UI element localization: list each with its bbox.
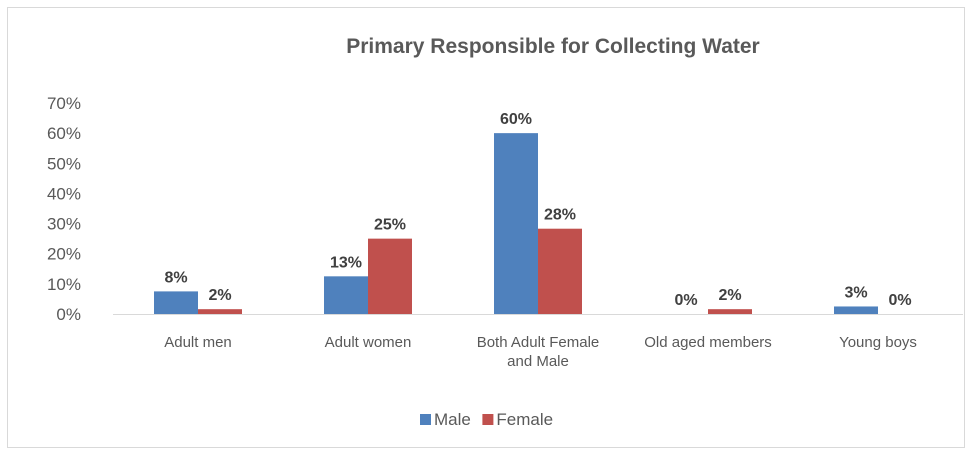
bar-male [324,276,368,314]
y-tick-label: 70% [47,94,81,113]
y-tick-label: 60% [47,124,81,143]
data-label: 60% [500,111,532,128]
x-tick-label: Old aged members [644,334,772,351]
x-tick-label: and Male [507,353,569,370]
data-label: 0% [888,292,911,309]
y-tick-label: 20% [47,245,81,264]
legend-swatch-male [420,414,431,425]
data-label: 13% [330,254,362,271]
x-axis: Adult men Adult women Both Adult Female and… [113,315,963,371]
bar-chart: Primary Responsible for Collecting Water… [8,8,966,449]
data-label: 8% [164,269,187,286]
legend-label-female: Female [496,410,553,429]
x-tick-label: Adult men [164,334,232,351]
chart-title: Primary Responsible for Collecting Water [346,35,759,58]
bar-male [154,291,198,314]
y-axis: 0% 10% 20% 30% 40% 50% 60% 70% [47,94,81,324]
data-label: 28% [544,207,576,224]
y-tick-label: 40% [47,184,81,203]
legend-label-male: Male [434,410,471,429]
data-label: 2% [718,287,741,304]
x-tick-label: Both Adult Female [477,334,600,351]
data-label: 0% [674,292,697,309]
bar-male [494,133,538,314]
bar-female [198,309,242,314]
legend-swatch-female [482,414,493,425]
data-label: 2% [208,287,231,304]
y-tick-label: 30% [47,215,81,234]
x-tick-label: Young boys [839,334,917,351]
bars [154,133,878,314]
y-tick-label: 10% [47,275,81,294]
data-label: 3% [844,284,867,301]
bar-female [368,239,412,314]
data-label: 25% [374,217,406,234]
bar-female [538,229,582,314]
y-tick-label: 50% [47,154,81,173]
bar-male [834,306,878,314]
chart-frame: Primary Responsible for Collecting Water… [7,7,965,448]
y-tick-label: 0% [56,305,81,324]
legend: Male Female [420,410,553,429]
x-tick-label: Adult women [325,334,412,351]
bar-female [708,309,752,314]
